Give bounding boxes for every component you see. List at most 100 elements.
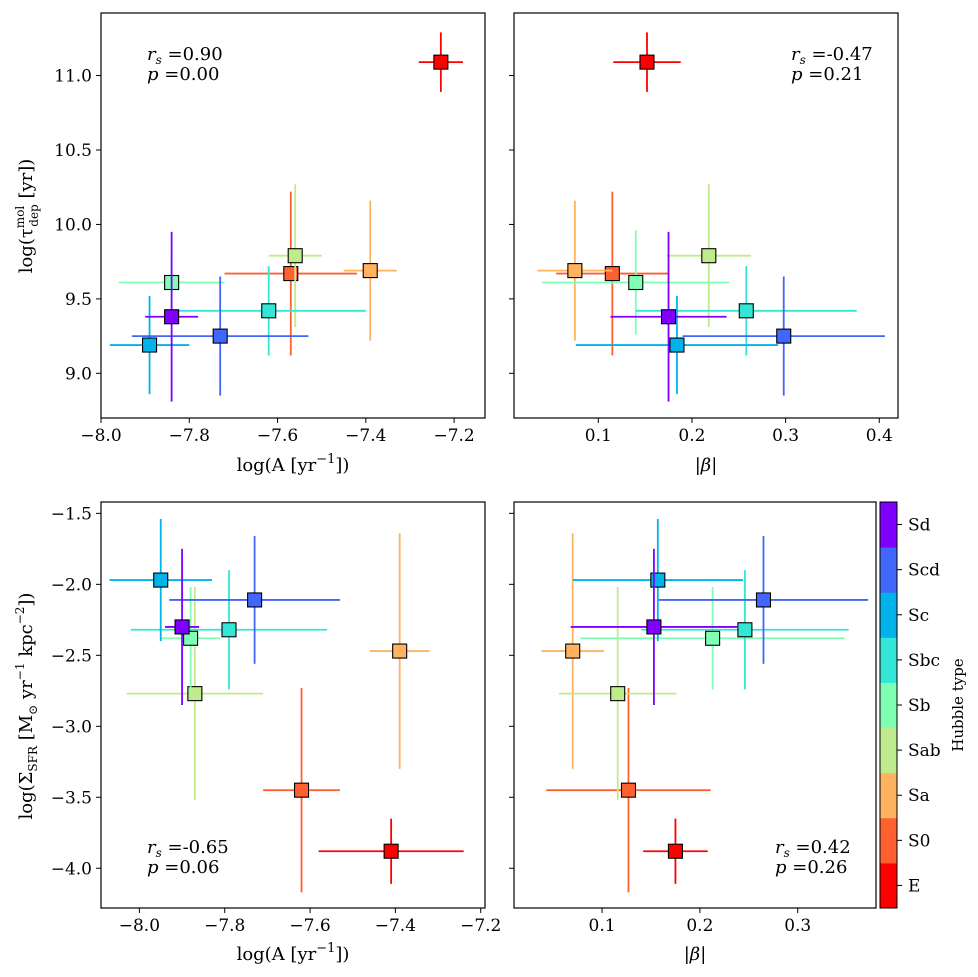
marker (287, 248, 303, 264)
data-point-sd (145, 231, 199, 402)
y-tick-label: −2.0 (51, 575, 92, 595)
data-point-e (613, 32, 681, 92)
data-point-sbc (130, 570, 328, 690)
x-tick-label: −7.8 (169, 426, 210, 446)
data-marks (109, 32, 463, 402)
x-axis-label: log(A [yr−1]) (237, 452, 350, 476)
x-tick-label: 0.2 (678, 426, 705, 446)
colorbar-tick-label: Sc (908, 606, 929, 626)
data-point-e (318, 818, 464, 884)
x-axis-label: |β| (695, 455, 718, 476)
marker (737, 622, 753, 638)
y-ticks (509, 512, 514, 869)
data-point-scd (169, 536, 340, 664)
stat-p: p =0.26 (775, 857, 847, 878)
marker (433, 54, 449, 70)
x-ticks: 0.1 0.2 0.3 0.4 (585, 418, 893, 446)
marker (174, 619, 190, 635)
data-point-sc (109, 519, 212, 642)
panel-top-right: 0.1 0.2 0.3 0.4 rs =-0.47 p =0.21 |β| (509, 12, 899, 476)
x-axis-label: log(A [yr−1]) (237, 941, 350, 965)
data-point-sab (666, 184, 751, 328)
plot-frame (100, 12, 486, 419)
data-point-sd (570, 548, 738, 705)
y-tick-label: 9.5 (65, 290, 92, 310)
plot-frame (513, 12, 899, 419)
marker (639, 54, 655, 70)
marker (567, 263, 583, 279)
marker (650, 572, 666, 588)
stat-rs: rs =0.42 (775, 837, 851, 860)
plot-frame (100, 501, 486, 909)
marker (660, 309, 677, 325)
x-tick-label: 0.3 (772, 426, 799, 446)
marker (565, 643, 581, 659)
x-axis-label: |β| (684, 944, 707, 965)
panel-bottom-left: −4.0 −3.5 −3.0 −2.5 −2.0 −1.5 −8.0 −7.8 −7.6 −7.… (13, 501, 501, 965)
marker (187, 686, 203, 702)
x-tick-label: 0.4 (866, 426, 893, 446)
x-tick-label: −7.6 (289, 916, 330, 936)
data-marks (537, 32, 885, 402)
colorbar-tick-label: E (908, 876, 920, 896)
marker (669, 337, 685, 353)
stat-rs: rs =-0.65 (147, 837, 229, 860)
marker (283, 266, 299, 282)
data-point-sb (580, 587, 845, 690)
data-point-sa (343, 200, 397, 341)
data-point-s0 (224, 191, 357, 356)
marker (610, 686, 626, 702)
y-tick-label: −3.5 (51, 788, 92, 808)
y-ticks (509, 75, 514, 374)
y-tick-label: −2.5 (51, 646, 92, 666)
marker (293, 782, 310, 798)
colorbar-tick-label: Sd (908, 516, 931, 536)
colorbar-tick-label: Scd (908, 561, 940, 581)
x-tick-label: −7.6 (257, 426, 298, 446)
colorbar-segment-sb (880, 682, 897, 729)
y-tick-label: 9.0 (65, 364, 92, 384)
colorbar-segment-s0 (880, 817, 897, 864)
data-point-scd (131, 276, 309, 396)
marker (701, 248, 717, 264)
x-ticks: 0.1 0.2 0.3 (589, 908, 811, 936)
stat-p: p =0.06 (147, 857, 219, 878)
colorbar-ticks: E S0 Sa Sab Sb Sbc Sc Scd Sd (897, 516, 941, 896)
marker (776, 328, 792, 344)
data-point-sa (369, 533, 430, 769)
x-tick-label: −7.8 (204, 916, 245, 936)
stat-p: p =0.21 (791, 64, 863, 85)
y-tick-label: 10.0 (54, 215, 92, 235)
data-point-sab (559, 587, 677, 801)
x-tick-label: −8.0 (80, 426, 121, 446)
data-marks (109, 519, 464, 893)
y-tick-label: −1.5 (51, 504, 92, 524)
marker (755, 592, 772, 608)
y-ticks: −4.0 −3.5 −3.0 −2.5 −2.0 −1.5 (51, 504, 101, 879)
colorbar-segment-sbc (880, 637, 897, 683)
colorbar-tick-label: Sa (908, 786, 930, 806)
stat-p: p =0.00 (147, 64, 219, 85)
y-tick-label: 11.0 (54, 67, 92, 87)
marker (142, 337, 158, 353)
x-ticks: −8.0 −7.8 −7.6 −7.4 −7.2 (80, 418, 475, 446)
marker (383, 843, 399, 859)
marker (705, 630, 721, 646)
stat-rs: rs =0.90 (147, 44, 223, 67)
x-tick-label: −7.4 (375, 916, 416, 936)
y-ticks: 9.0 9.5 10.0 10.5 11.0 (54, 67, 101, 384)
marker (667, 843, 683, 859)
x-tick-label: 0.1 (585, 426, 612, 446)
x-tick-label: −7.4 (345, 426, 386, 446)
data-point-e (418, 32, 463, 92)
colorbar-segment-scd (880, 547, 897, 593)
data-point-e (643, 818, 708, 884)
colorbar-tick-label: Sb (908, 696, 931, 716)
data-point-sb (542, 230, 730, 335)
data-point-sd (165, 548, 200, 705)
colorbar-tick-label: S0 (908, 831, 930, 851)
x-tick-label: −7.2 (433, 426, 474, 446)
marker (738, 303, 754, 319)
marker (221, 622, 237, 638)
data-point-sbc (171, 266, 366, 356)
